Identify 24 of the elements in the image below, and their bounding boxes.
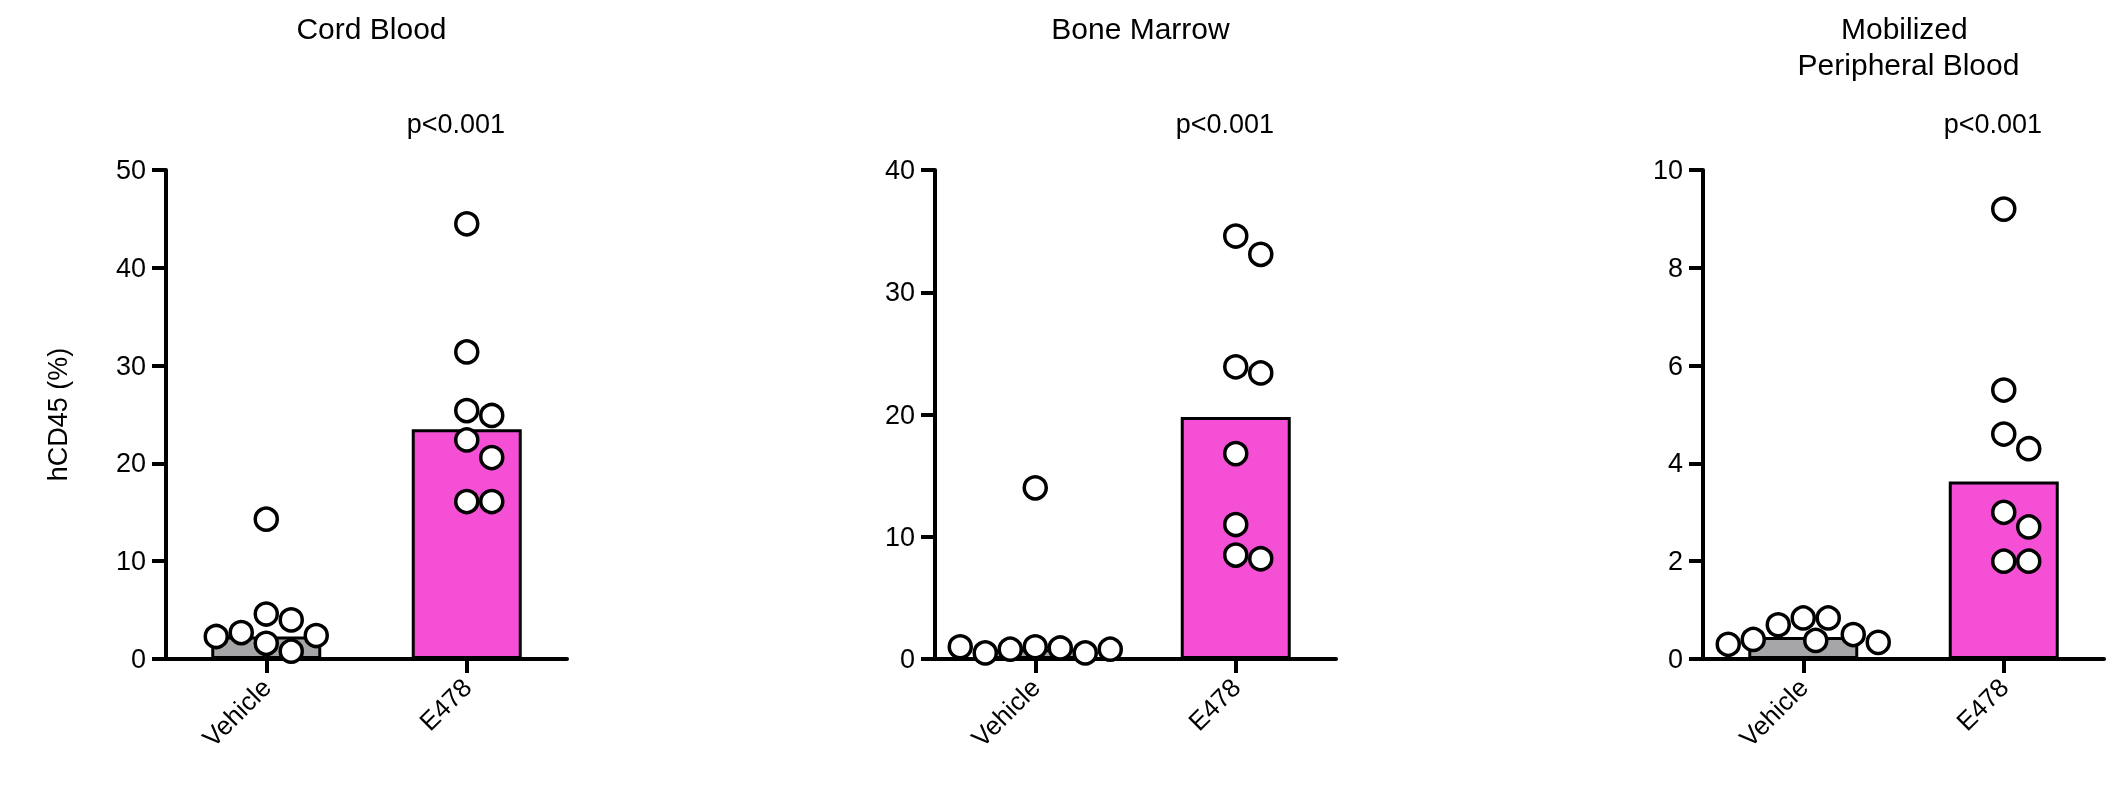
y-tick-label: 10 <box>1652 155 1683 185</box>
chart-title: Cord Blood <box>296 11 447 45</box>
text: p<0.001 <box>406 108 506 139</box>
y-tick-label: 6 <box>1667 350 1683 381</box>
y-tick-label: 30 <box>115 350 146 381</box>
y-tick-label: 30 <box>884 277 915 308</box>
chart-title: Bone Marrow <box>1051 11 1231 45</box>
y-tick-label: 10 <box>884 521 915 552</box>
y-tick-label: 8 <box>1667 252 1683 283</box>
y-tick-label: 20 <box>884 399 915 430</box>
text: p<0.001 <box>1175 108 1275 139</box>
y-tick-label: 2 <box>1667 546 1683 577</box>
y-tick-label: 0 <box>1667 644 1683 674</box>
y-tick-label: 40 <box>884 155 915 185</box>
chart-title: Mobilized Peripheral Blood <box>1797 11 2020 81</box>
y-tick-label: 10 <box>115 546 146 577</box>
y-tick-label: 0 <box>899 644 915 674</box>
y-tick-label: 20 <box>115 448 146 479</box>
y-tick-label: 0 <box>130 644 146 674</box>
y-tick-label: 4 <box>1667 448 1683 479</box>
y-axis-title: hCD45 (%) <box>42 347 73 482</box>
y-tick-label: 40 <box>115 252 146 283</box>
text: p<0.001 <box>1943 108 2043 139</box>
y-tick-label: 50 <box>115 155 146 185</box>
